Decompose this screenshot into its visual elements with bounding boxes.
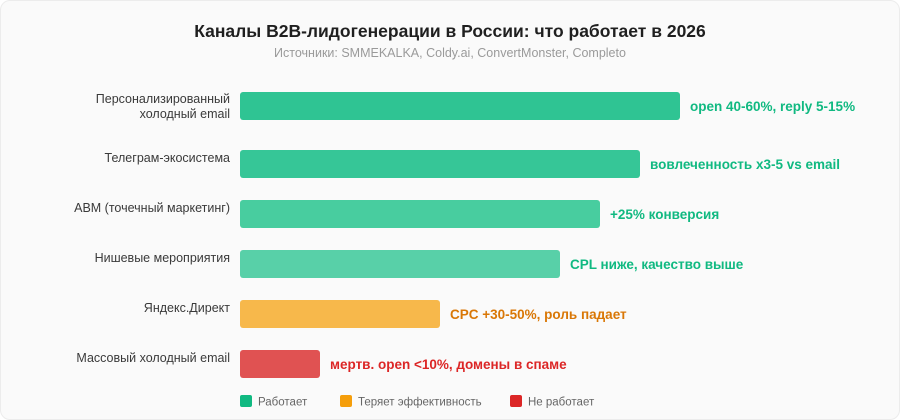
legend-label: Не работает <box>528 397 595 409</box>
data-label: CPL ниже, качество выше <box>570 257 744 272</box>
data-label: +25% конверсия <box>610 207 719 222</box>
data-label: CPC +30-50%, роль падает <box>450 307 627 322</box>
category-label: Нишевые мероприятия <box>95 251 230 265</box>
legend-swatch <box>510 395 522 407</box>
category-label: Массовый холодный email <box>76 351 230 365</box>
chart-title: Каналы B2B-лидогенерации в России: что р… <box>194 21 706 41</box>
category-label: Персонализированный холодный email <box>96 92 230 121</box>
category-label: Яндекс.Директ <box>144 301 230 315</box>
category-label: ABM (точечный маркетинг) <box>74 201 230 215</box>
data-label: вовлеченность x3-5 vs email <box>650 157 840 172</box>
legend-label: Работает <box>258 397 308 409</box>
bar <box>240 300 440 328</box>
legend-swatch <box>240 395 252 407</box>
bar <box>240 92 680 120</box>
data-label: open 40-60%, reply 5-15% <box>690 99 855 114</box>
bar <box>240 200 600 228</box>
legend-swatch <box>340 395 352 407</box>
legend-label: Теряет эффективность <box>358 397 482 409</box>
bar <box>240 350 320 378</box>
chart-subtitle: Источники: SMMEKALKA, Coldy.ai, ConvertM… <box>274 46 626 60</box>
data-label: мертв. open <10%, домены в спаме <box>330 357 567 372</box>
category-label: Телеграм-экосистема <box>105 151 230 165</box>
bar <box>240 150 640 178</box>
bar <box>240 250 560 278</box>
